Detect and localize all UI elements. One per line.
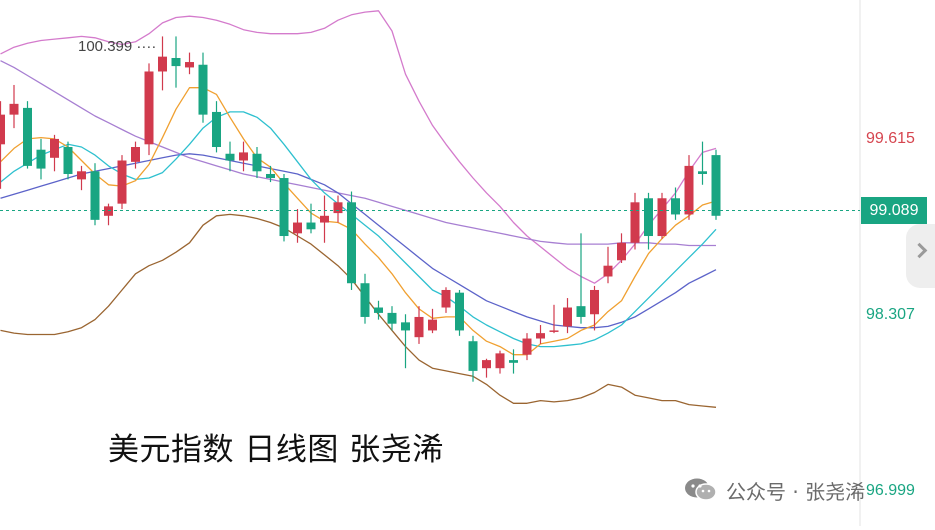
wechat-icon xyxy=(685,478,717,501)
candle-body xyxy=(198,64,208,115)
y-tick-label: 98.307 xyxy=(866,306,915,323)
candle-body xyxy=(23,107,32,166)
candle-body xyxy=(252,153,262,172)
candle-body xyxy=(266,173,275,179)
peak-price-label: 100.399 ···· xyxy=(78,38,157,55)
candle-body xyxy=(630,202,640,243)
candle-body xyxy=(185,62,194,68)
candle-body xyxy=(684,165,694,215)
candle-body xyxy=(428,319,437,331)
candle-body xyxy=(117,160,127,204)
candle-body xyxy=(441,289,451,308)
candle-body xyxy=(590,289,599,315)
ma20-line xyxy=(0,153,717,329)
candle-body xyxy=(576,306,586,317)
candle-body xyxy=(320,215,329,223)
candle-body xyxy=(171,57,181,67)
candle-body xyxy=(144,71,154,145)
candle-body xyxy=(279,178,289,237)
ma5-line xyxy=(0,87,717,356)
boll-lower-line xyxy=(0,213,717,408)
candle-body xyxy=(563,307,572,327)
y-tick-label: 96.999 xyxy=(866,482,915,500)
candle-body xyxy=(212,111,221,148)
candle-body xyxy=(131,147,140,162)
candle-body xyxy=(617,242,626,261)
boll-upper-line xyxy=(0,10,717,284)
candle-body xyxy=(360,283,370,317)
candle-body xyxy=(644,198,653,237)
candle-body xyxy=(455,292,464,331)
candle-body xyxy=(0,114,5,145)
ma60-line xyxy=(0,60,716,247)
candle-body xyxy=(522,338,532,355)
candle-body xyxy=(414,316,424,338)
panel-collapse-handle[interactable] xyxy=(906,224,935,288)
candle-body xyxy=(549,330,559,332)
y-tick-label: 99.615 xyxy=(866,129,915,147)
candle-body xyxy=(158,56,167,72)
candle-body xyxy=(657,198,667,237)
candle-body xyxy=(239,152,248,161)
candle-body xyxy=(293,222,302,234)
candle-body xyxy=(401,322,410,331)
candle-body xyxy=(225,153,235,161)
watermark-text: 公众号 · 张尧浠 xyxy=(726,479,866,504)
candle-body xyxy=(63,147,73,174)
candle-body xyxy=(482,360,491,369)
candle-body xyxy=(495,353,505,369)
candle-body xyxy=(347,202,356,284)
current-price-tag: 99.089 xyxy=(861,197,927,225)
candle-body xyxy=(468,341,478,371)
candle-body xyxy=(698,171,707,174)
candle-body xyxy=(671,198,680,215)
candle-body xyxy=(333,202,343,214)
candle-body xyxy=(603,265,613,277)
candle-body xyxy=(36,149,46,169)
candle-body xyxy=(509,360,518,363)
candle-body xyxy=(387,312,397,324)
candle-body xyxy=(711,155,721,216)
candle-body xyxy=(306,222,316,230)
candle-body xyxy=(104,206,113,216)
candle-body xyxy=(77,171,86,180)
candle-body xyxy=(374,307,383,313)
candle-body xyxy=(90,171,100,220)
candle-body xyxy=(50,138,59,158)
candle-body xyxy=(536,333,545,339)
chart-title: 美元指数 日线图 张尧浠 xyxy=(108,432,444,468)
candle-body xyxy=(9,103,19,115)
watermark: 公众号 · 张尧浠 xyxy=(684,476,865,504)
